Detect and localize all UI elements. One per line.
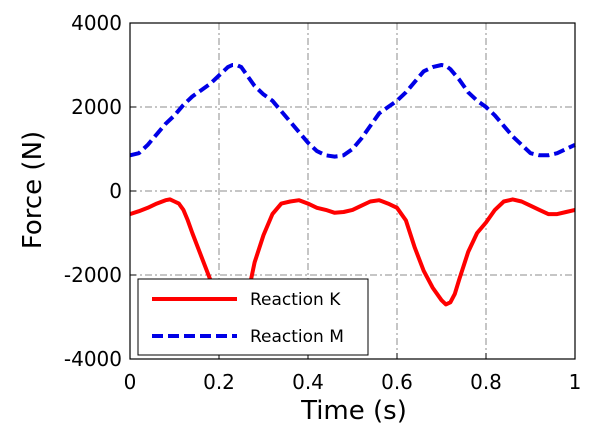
plot-frame (129, 22, 576, 360)
x-tick-label: 0.8 (470, 370, 502, 394)
x-tick-label: 0.2 (203, 370, 235, 394)
x-tick-label: 0.4 (292, 370, 324, 394)
series-line-reaction-k (129, 197, 576, 326)
y-axis-label: Force (N) (18, 131, 48, 249)
x-tick-label: 1 (569, 370, 582, 394)
series-line-reaction-m (129, 63, 576, 159)
y-tick-label: -2000 (64, 263, 122, 287)
legend-label-reaction-k: Reaction K (250, 290, 341, 310)
legend-label-reaction-m: Reaction M (250, 327, 344, 347)
x-tick-label: 0.6 (381, 370, 413, 394)
y-tick-label: 4000 (71, 11, 122, 35)
legend: Reaction K Reaction M (137, 278, 369, 356)
x-tick-label: 0 (124, 370, 137, 394)
series-lines (129, 63, 576, 326)
x-axis-label: Time (s) (300, 396, 407, 426)
y-tick-label: 2000 (71, 95, 122, 119)
tick-labels: 0 0.2 0.4 0.6 0.8 1 -4000 -2000 0 2000 4000 (64, 11, 581, 394)
y-tick-label: -4000 (64, 347, 122, 371)
y-tick-label: 0 (109, 179, 122, 203)
legend-box (137, 278, 369, 356)
